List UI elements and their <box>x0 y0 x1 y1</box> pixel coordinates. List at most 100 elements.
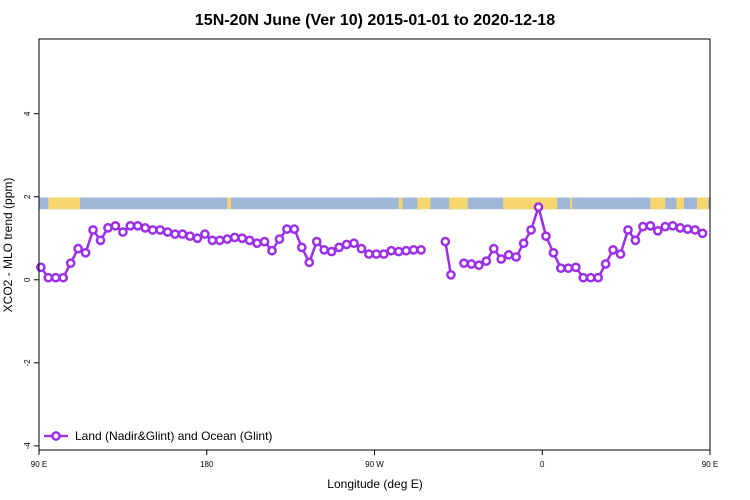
data-point <box>80 247 91 258</box>
data-point <box>334 242 344 253</box>
data-point <box>645 220 656 231</box>
data-point <box>496 254 507 264</box>
data-point <box>386 245 397 256</box>
data-point <box>326 246 337 257</box>
data-point <box>667 220 678 231</box>
x-tick-label: 90 E <box>702 460 718 469</box>
data-point <box>511 252 522 262</box>
data-point <box>690 225 700 235</box>
y-tick-label: 4 <box>23 111 32 116</box>
land-segment <box>650 197 666 210</box>
data-point <box>401 245 412 256</box>
data-point <box>304 257 315 268</box>
data-point <box>50 272 61 283</box>
data-point <box>58 272 69 283</box>
data-point <box>682 224 693 234</box>
data-point <box>341 239 352 250</box>
data-point <box>185 231 195 242</box>
data-point <box>697 228 708 239</box>
ocean-band <box>39 197 710 210</box>
data-point <box>200 229 210 239</box>
data-point <box>378 249 389 259</box>
legend: Land (Nadir&Glint) and Ocean (Glint) <box>44 429 272 443</box>
data-point <box>207 235 218 246</box>
data-point <box>43 272 54 283</box>
legend-marker <box>51 431 61 441</box>
x-tick-label: 90 W <box>365 460 384 469</box>
chart-title: 15N-20N June (Ver 10) 2015-01-01 to 2020… <box>195 12 555 29</box>
land-segment <box>417 197 431 210</box>
data-point <box>364 249 374 259</box>
land-segment <box>398 197 403 210</box>
data-point <box>36 262 46 273</box>
land-segment <box>227 197 231 210</box>
land-segment <box>449 197 468 210</box>
data-point <box>623 225 633 235</box>
data-point <box>652 225 663 236</box>
data-point <box>408 245 419 255</box>
data-point <box>459 258 469 269</box>
data-point <box>600 259 611 269</box>
data-point <box>578 272 589 283</box>
data-point <box>570 262 581 273</box>
data-point <box>416 245 426 255</box>
data-point <box>192 233 203 244</box>
data-point <box>349 238 359 249</box>
x-axis: 90 E 180 90 W 0 90 E <box>31 450 718 469</box>
land-segment <box>676 197 684 210</box>
data-point <box>88 225 98 235</box>
data-point <box>222 234 233 244</box>
data-point <box>162 227 173 237</box>
data-point <box>541 231 551 242</box>
data-point <box>214 235 225 246</box>
land-segment <box>61 197 81 210</box>
data-point <box>556 263 566 274</box>
data-point <box>125 220 136 231</box>
data-point <box>548 247 559 258</box>
data-point <box>147 225 158 235</box>
land-segment <box>696 197 709 210</box>
data-point <box>289 224 300 234</box>
y-tick-label: 2 <box>23 194 32 199</box>
data-point <box>103 223 113 233</box>
data-point <box>244 235 255 246</box>
data-point <box>466 259 477 269</box>
data-point <box>311 236 322 247</box>
data-point <box>155 225 166 235</box>
x-tick-label: 180 <box>200 460 214 469</box>
data-point <box>237 233 248 244</box>
data-point <box>518 238 529 249</box>
data-point <box>65 258 76 269</box>
data-point <box>170 229 180 239</box>
data-point <box>356 243 367 254</box>
data-point <box>675 223 686 233</box>
data-point <box>608 245 618 255</box>
data-point <box>259 236 270 247</box>
series-line <box>444 241 453 276</box>
land-ocean-band <box>39 197 710 210</box>
series-line <box>463 205 704 279</box>
series-layer <box>36 202 708 283</box>
plot-frame <box>38 38 711 451</box>
data-point <box>638 221 648 232</box>
y-tick-label: 0 <box>23 277 32 282</box>
data-point <box>132 220 143 231</box>
data-point <box>481 256 492 266</box>
data-point <box>73 243 83 254</box>
data-point <box>503 250 514 260</box>
data-point <box>110 220 121 231</box>
data-point <box>533 202 544 212</box>
data-point <box>593 272 604 283</box>
data-point <box>474 260 484 271</box>
data-point <box>563 263 574 274</box>
data-point <box>585 272 596 283</box>
x-tick-label: 90 E <box>31 460 47 469</box>
data-point <box>393 246 404 257</box>
data-point <box>140 223 151 233</box>
data-point <box>488 243 499 254</box>
data-point <box>440 236 451 247</box>
data-point <box>630 235 641 246</box>
y-axis-label: XCO2 - MLO trend (ppm) <box>1 178 15 313</box>
data-point <box>229 232 240 243</box>
x-axis-label: Longitude (deg E) <box>327 477 422 491</box>
